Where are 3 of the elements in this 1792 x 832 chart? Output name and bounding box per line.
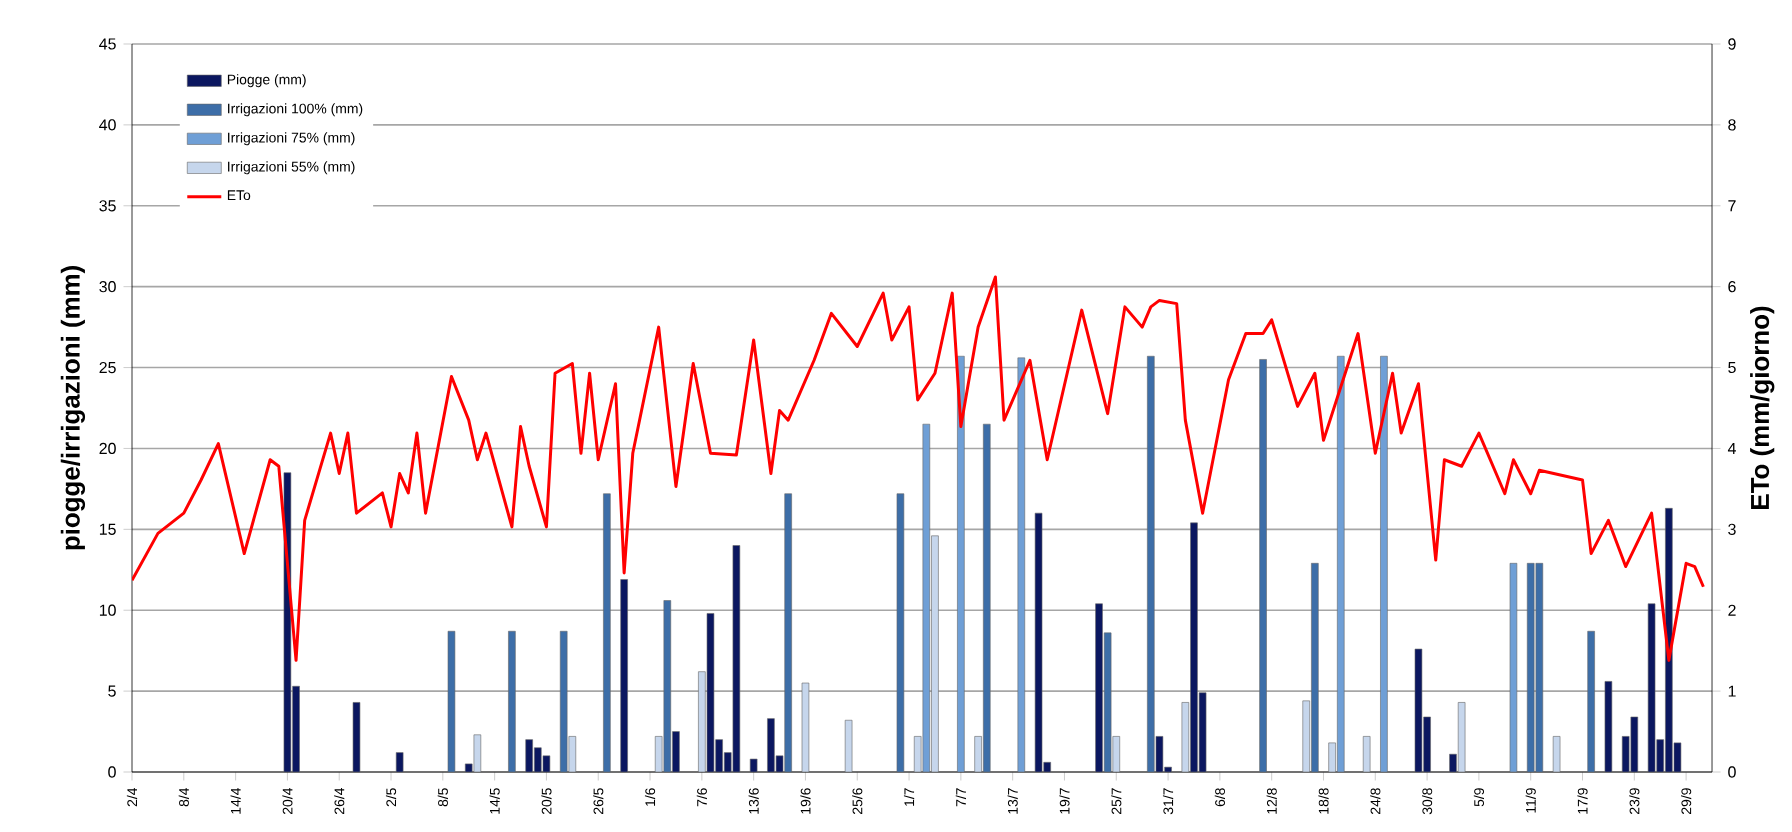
- y-axis-title: piogge/irrigazioni (mm): [60, 266, 86, 550]
- y2-axis-title: ETo (mm/giorno): [1750, 306, 1775, 509]
- line-series: [132, 275, 1705, 662]
